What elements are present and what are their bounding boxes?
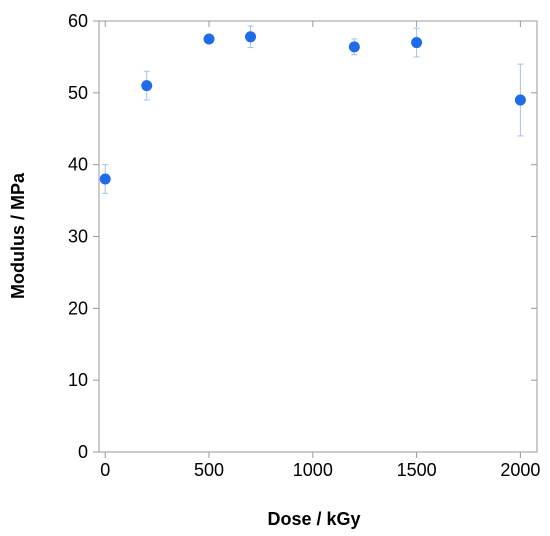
x-axis-ticks: 0 500 1000 1500 2000 — [100, 21, 540, 480]
data-point — [245, 31, 257, 43]
y-tick-label: 10 — [68, 370, 88, 390]
x-tick-label: 2000 — [500, 460, 540, 480]
y-axis-title: Modulus / MPa — [8, 172, 28, 299]
y-tick-label: 50 — [68, 83, 88, 103]
y-tick-label: 0 — [78, 442, 88, 462]
data-points — [99, 31, 526, 185]
y-tick-label: 40 — [68, 155, 88, 175]
data-point — [141, 80, 153, 92]
data-point — [348, 41, 360, 53]
plot-frame — [98, 20, 538, 453]
x-tick-label: 1500 — [397, 460, 437, 480]
plot-border — [98, 20, 538, 453]
y-tick-label: 30 — [68, 227, 88, 247]
x-tick-label: 500 — [194, 460, 224, 480]
x-tick-label: 0 — [100, 460, 110, 480]
y-axis-ticks: 0 10 20 30 40 50 60 — [68, 11, 537, 462]
data-point — [99, 173, 111, 185]
data-point — [514, 94, 526, 106]
x-axis-title: Dose / kGy — [267, 509, 360, 529]
y-tick-label: 20 — [68, 298, 88, 318]
y-tick-label: 60 — [68, 11, 88, 31]
data-point — [203, 33, 215, 45]
data-point — [411, 37, 423, 49]
x-tick-label: 1000 — [293, 460, 333, 480]
error-bars — [102, 25, 524, 194]
